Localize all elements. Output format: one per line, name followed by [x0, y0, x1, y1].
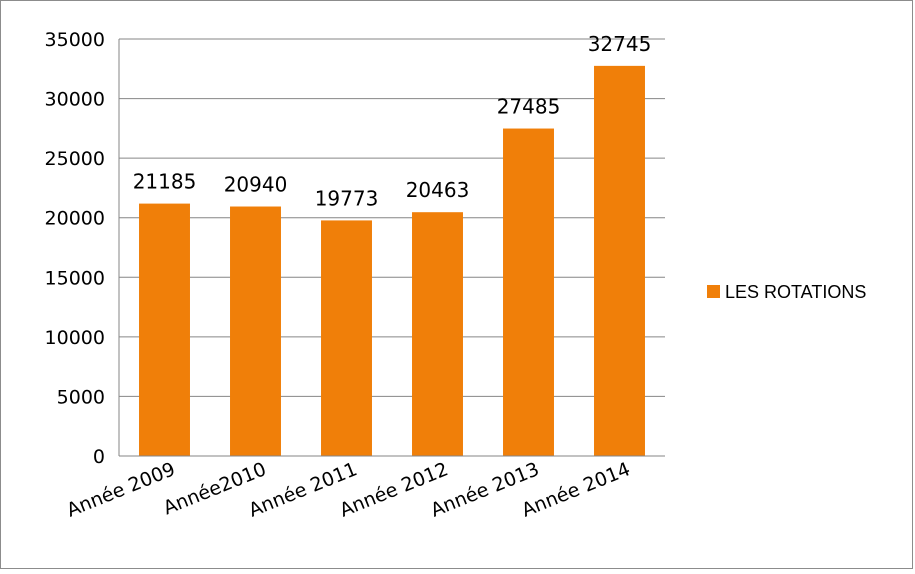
legend: LES ROTATIONS	[707, 282, 866, 302]
data-label: 20463	[406, 178, 470, 202]
y-tick-label: 0	[93, 446, 105, 468]
bar-1	[230, 206, 281, 456]
y-tick-label: 10000	[45, 327, 105, 349]
y-tick-label: 35000	[45, 29, 105, 51]
gridlines	[119, 38, 665, 397]
y-tick-label: 5000	[57, 386, 105, 408]
y-tick-label: 30000	[45, 89, 105, 111]
data-label: 27485	[497, 95, 561, 119]
axes	[118, 39, 665, 457]
data-label: 20940	[224, 173, 288, 197]
bar-5	[594, 65, 645, 457]
y-tick-label: 20000	[45, 208, 105, 230]
data-label: 32745	[588, 32, 652, 56]
bar-2	[321, 220, 372, 456]
bar-4	[503, 128, 554, 456]
category-label: Année 2009	[64, 458, 179, 521]
y-tick-labels: 0 5000 10000 15000 20000 25000 30000 35000	[45, 29, 105, 468]
y-tick-label: 15000	[45, 267, 105, 289]
legend-swatch	[707, 285, 720, 298]
y-tick-label: 25000	[45, 148, 105, 170]
data-labels: 21185 20940 19773 20463 27485 32745	[133, 32, 652, 211]
data-label: 19773	[315, 186, 379, 210]
bar-0	[139, 203, 190, 456]
legend-label-les-rotations: LES ROTATIONS	[725, 282, 866, 302]
data-label: 21185	[133, 170, 197, 194]
bar-3	[412, 212, 463, 456]
bars	[139, 65, 645, 457]
